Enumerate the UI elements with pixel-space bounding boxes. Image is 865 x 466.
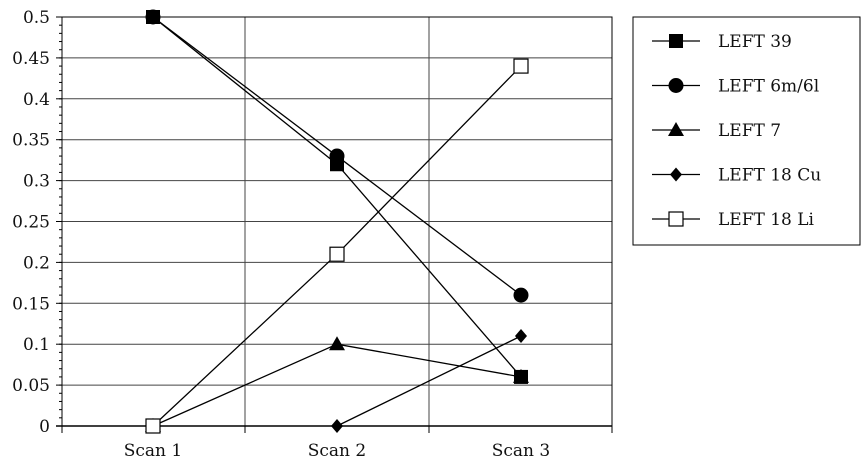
legend-entry: LEFT 18 Cu (652, 166, 821, 186)
data-point (329, 336, 345, 351)
data-point (513, 287, 529, 303)
legend: LEFT 39 LEFT 6m/6l LEFT 7 LEFT 18 Cu LEFT 18… (632, 16, 861, 246)
x-tick-label: Scan 2 (308, 441, 366, 461)
x-tick-label: Scan 1 (124, 441, 182, 461)
legend-marker (668, 122, 684, 136)
legend-entry: LEFT 39 (652, 32, 792, 52)
legend-marker (669, 34, 683, 48)
legend-label: LEFT 7 (718, 121, 781, 141)
legend-label: LEFT 6m/6l (718, 77, 819, 97)
grid (62, 16, 613, 426)
y-tick-label: 0.45 (12, 49, 50, 69)
legend-entry: LEFT 6m/6l (652, 77, 819, 97)
y-tick-label: 0.25 (12, 213, 50, 233)
series-line (152, 65, 522, 427)
legend-entry: LEFT 7 (652, 121, 781, 141)
x-tick-label: Scan 3 (492, 441, 550, 461)
legend-label: LEFT 39 (718, 32, 792, 52)
legend-entry: LEFT 18 Li (652, 210, 815, 230)
y-tick-label: 0.5 (23, 8, 50, 28)
series-1 (152, 16, 522, 378)
legend-box (632, 16, 861, 246)
y-tick-label: 0.05 (12, 376, 50, 396)
data-point (329, 148, 345, 164)
y-tick-label: 0.4 (23, 90, 50, 110)
data-point (329, 246, 345, 262)
series-2-markers (145, 9, 529, 303)
axes: 0 0.05 0.1 0.15 0.2 0.25 0.3 0.35 0.4 0.45 0.5 Scan… (12, 8, 613, 461)
series-4-markers (331, 329, 527, 433)
series-5-markers (145, 58, 529, 434)
y-tick-label: 0.15 (12, 294, 50, 314)
legend-label: LEFT 18 Cu (718, 166, 821, 186)
y-tick-label: 0 (39, 417, 50, 437)
series-1-markers (146, 10, 528, 384)
data-point (145, 418, 161, 434)
data-point (513, 368, 529, 383)
legend-marker (670, 167, 682, 182)
data-point (145, 9, 161, 25)
y-tick-label: 0.2 (23, 253, 50, 273)
data-point (331, 419, 343, 433)
legend-marker (668, 78, 684, 93)
series-4 (336, 335, 522, 427)
series-3-markers (145, 336, 529, 432)
legend-label: LEFT 18 Li (718, 210, 815, 230)
data-point (515, 329, 527, 344)
legend-marker (668, 211, 684, 227)
series-line (152, 16, 522, 378)
data-point (513, 58, 529, 74)
y-tick-label: 0.35 (12, 131, 50, 151)
series (145, 9, 529, 434)
y-tick-label: 0.1 (23, 335, 50, 355)
series-line (336, 335, 522, 427)
series-5 (152, 65, 522, 427)
y-tick-label: 0.3 (23, 172, 50, 192)
